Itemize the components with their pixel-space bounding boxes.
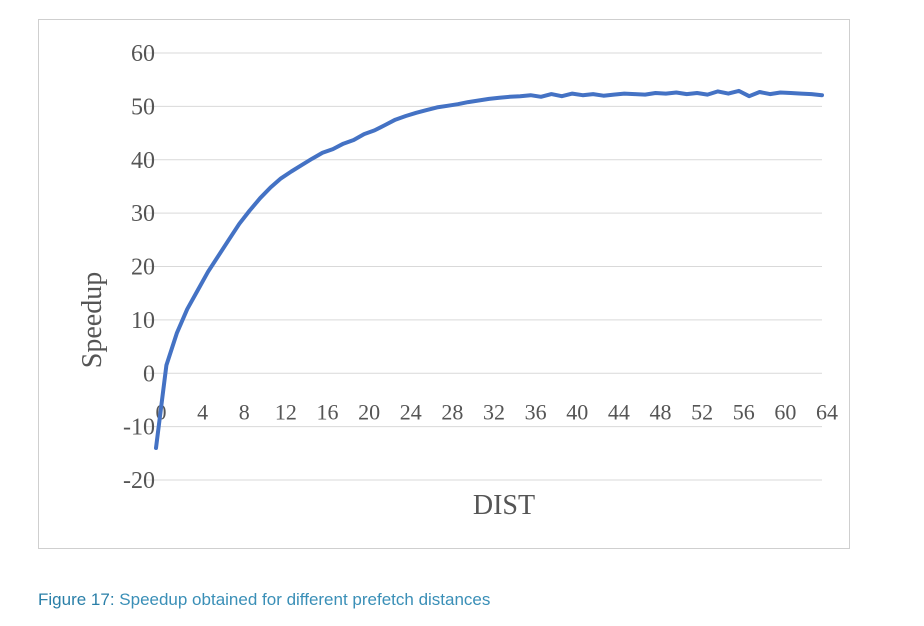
figure-caption: Figure 17: Speedup obtained for differen…	[38, 590, 490, 610]
y-tick-label-8: 60	[131, 41, 155, 67]
x-tick-label-13: 52	[691, 399, 713, 424]
x-tick-label-6: 24	[400, 399, 422, 424]
y-tick-label-0: -20	[123, 468, 155, 494]
x-tick-label-7: 28	[441, 399, 463, 424]
caption-text: Speedup obtained for different prefetch …	[114, 590, 491, 609]
x-tick-label-12: 48	[650, 399, 672, 424]
x-tick-label-16: 64	[816, 399, 838, 424]
grid-lines	[146, 52, 822, 481]
x-tick-label-8: 32	[483, 399, 505, 424]
x-tick-label-9: 36	[525, 399, 547, 424]
x-tick-label-2: 8	[239, 399, 250, 424]
x-tick-label-15: 60	[774, 399, 796, 424]
y-tick-label-1: -10	[123, 415, 155, 441]
x-tick-label-10: 40	[566, 399, 588, 424]
x-axis-title: DIST	[473, 490, 535, 521]
y-tick-label-3: 10	[131, 308, 155, 334]
series-line-speedup	[154, 88, 824, 450]
y-axis-title: Speedup	[77, 272, 108, 368]
figure-frame: -20 -10 0 10 20 30 40 50 60 0 4 8 12 16 20 24 28 32 36 40 4…	[38, 19, 850, 549]
y-tick-label-2: 0	[143, 361, 155, 387]
caption-label: Figure 17:	[38, 590, 115, 609]
y-tick-label-7: 50	[131, 94, 155, 120]
y-tick-labels: -20 -10 0 10 20 30 40 50 60	[123, 41, 155, 494]
x-tick-label-14: 56	[733, 399, 755, 424]
x-tick-labels: 0 4 8 12 16 20 24 28 32 36 40 44 48 52 56 60 64	[156, 399, 839, 424]
x-tick-label-4: 16	[317, 399, 339, 424]
y-tick-label-5: 30	[131, 201, 155, 227]
y-tick-label-6: 40	[131, 148, 155, 174]
x-tick-label-11: 44	[608, 399, 630, 424]
x-tick-label-1: 4	[197, 399, 208, 424]
x-tick-label-5: 20	[358, 399, 380, 424]
y-tick-label-4: 20	[131, 255, 155, 281]
x-tick-label-3: 12	[275, 399, 297, 424]
